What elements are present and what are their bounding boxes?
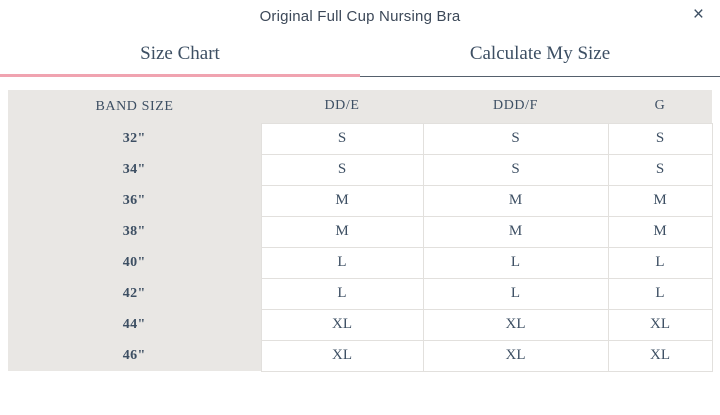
modal-title: Original Full Cup Nursing Bra bbox=[259, 8, 461, 25]
size-cell: M bbox=[607, 215, 713, 248]
size-cell: L bbox=[422, 277, 609, 310]
tab-size-chart[interactable]: Size Chart bbox=[0, 43, 360, 77]
band-size-cell: 34" bbox=[8, 154, 261, 185]
column-header-dde: DD/E bbox=[261, 90, 423, 123]
band-size-cell: 38" bbox=[8, 216, 261, 247]
column-header-g: G bbox=[608, 90, 712, 123]
table-row: 46" XL XL XL bbox=[8, 339, 713, 372]
size-cell: XL bbox=[607, 339, 713, 372]
band-size-cell: 36" bbox=[8, 185, 261, 216]
size-cell: S bbox=[422, 153, 609, 186]
size-cell: S bbox=[607, 122, 713, 155]
size-cell: M bbox=[422, 215, 609, 248]
size-cell: XL bbox=[260, 308, 424, 341]
size-cell: M bbox=[260, 184, 424, 217]
table-row: 44" XL XL XL bbox=[8, 308, 713, 341]
size-chart-table: BAND SIZE DD/E DDD/F G 32" S S S 34" S S… bbox=[8, 90, 713, 372]
band-size-cell: 32" bbox=[8, 123, 261, 154]
size-cell: L bbox=[422, 246, 609, 279]
table-row: 42" L L L bbox=[8, 277, 713, 310]
size-cell: L bbox=[607, 246, 713, 279]
band-size-cell: 42" bbox=[8, 278, 261, 309]
size-cell: M bbox=[260, 215, 424, 248]
table-row: 34" S S S bbox=[8, 153, 713, 186]
column-header-band-size: BAND SIZE bbox=[8, 90, 261, 123]
size-cell: S bbox=[260, 122, 424, 155]
size-cell: XL bbox=[260, 339, 424, 372]
table-row: 38" M M M bbox=[8, 215, 713, 248]
size-cell: S bbox=[422, 122, 609, 155]
size-cell: S bbox=[607, 153, 713, 186]
size-cell: XL bbox=[607, 308, 713, 341]
size-cell: L bbox=[607, 277, 713, 310]
modal-header: Original Full Cup Nursing Bra × bbox=[0, 0, 720, 25]
band-size-cell: 44" bbox=[8, 309, 261, 340]
table-row: 40" L L L bbox=[8, 246, 713, 279]
table-row: 36" M M M bbox=[8, 184, 713, 217]
size-cell: L bbox=[260, 277, 424, 310]
size-cell: S bbox=[260, 153, 424, 186]
tab-calculate-my-size[interactable]: Calculate My Size bbox=[360, 43, 720, 77]
size-cell: M bbox=[607, 184, 713, 217]
size-cell: L bbox=[260, 246, 424, 279]
column-header-dddf: DDD/F bbox=[423, 90, 608, 123]
band-size-cell: 46" bbox=[8, 340, 261, 371]
band-size-cell: 40" bbox=[8, 247, 261, 278]
table-row: 32" S S S bbox=[8, 122, 713, 155]
header-row: BAND SIZE DD/E DDD/F G bbox=[8, 90, 712, 123]
size-cell: XL bbox=[422, 308, 609, 341]
size-cell: XL bbox=[422, 339, 609, 372]
tab-bar: Size Chart Calculate My Size bbox=[0, 43, 720, 77]
close-icon[interactable]: × bbox=[689, 4, 708, 26]
size-cell: M bbox=[422, 184, 609, 217]
